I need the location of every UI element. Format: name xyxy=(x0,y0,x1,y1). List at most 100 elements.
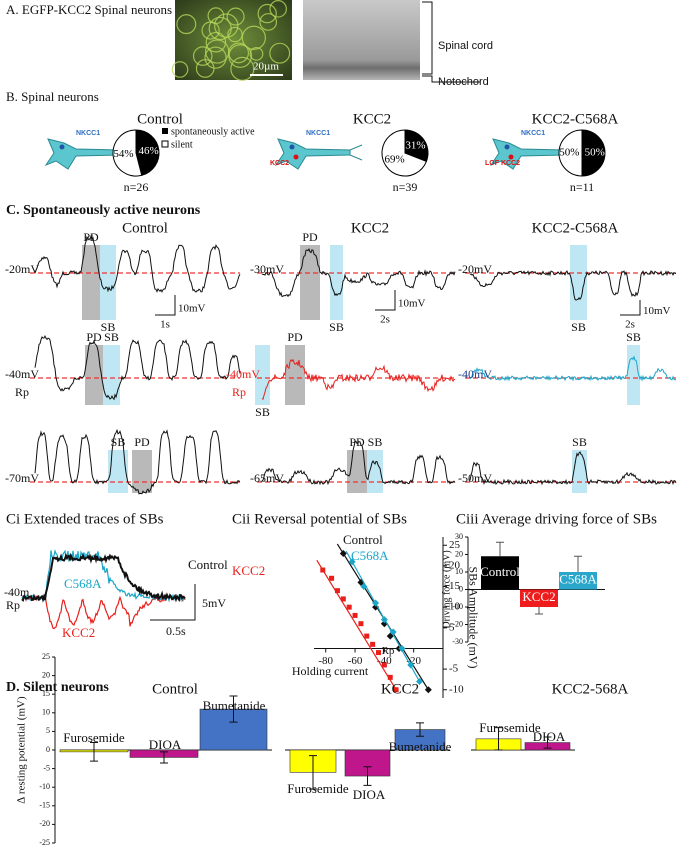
trace xyxy=(469,451,677,486)
pie-slice xyxy=(381,129,428,177)
group-title: KCC2-C568A xyxy=(532,111,619,127)
y-tick-label: 5 xyxy=(46,726,50,735)
y-tick-label: 20 xyxy=(42,670,50,679)
series-label: KCC2 xyxy=(62,625,95,640)
scale-bar xyxy=(375,290,396,311)
transporter-label: KCC2 xyxy=(270,160,289,167)
bar xyxy=(559,572,597,590)
sb-label: SB xyxy=(571,320,586,334)
sb-label: SB xyxy=(104,330,119,344)
cell-outline xyxy=(269,42,291,64)
scale-label: 0.5s xyxy=(166,624,186,638)
potential-label: -50mV xyxy=(458,471,492,485)
pie-label: 31% xyxy=(405,139,425,151)
trace xyxy=(21,594,186,630)
point xyxy=(348,558,356,566)
cell-outline xyxy=(192,46,213,66)
error-bar xyxy=(363,766,372,786)
potential-label: -20mV xyxy=(5,262,39,276)
scale-bar-label: 20µm xyxy=(253,61,279,73)
sb-label: SB xyxy=(329,320,344,334)
transporter xyxy=(289,144,295,150)
region-label: Notochord xyxy=(438,76,489,88)
panel-title: C. Spontaneously active neurons xyxy=(6,203,201,218)
bar-label: DIOA xyxy=(353,787,386,802)
sb-shade xyxy=(255,345,270,405)
bar-label: DIOA xyxy=(533,729,566,744)
bar xyxy=(481,556,519,590)
point xyxy=(389,628,397,636)
point xyxy=(360,583,368,591)
point xyxy=(339,550,347,558)
point xyxy=(407,661,415,669)
rp-label: Rp xyxy=(6,598,20,612)
sb-shade xyxy=(108,450,128,493)
point xyxy=(380,616,388,624)
cell-outline xyxy=(226,7,245,26)
y-tick-label: -5 xyxy=(449,663,459,675)
y-axis-label: Driving force (mV) xyxy=(441,550,452,628)
transporter xyxy=(508,154,514,160)
neuron-cartoon xyxy=(274,138,351,170)
pie-slice xyxy=(112,129,143,177)
point xyxy=(398,644,406,652)
y-tick-label: 25 xyxy=(449,539,461,551)
cell-outline xyxy=(249,46,264,61)
y-tick-label: 10 xyxy=(455,567,463,576)
pd-shade xyxy=(285,345,305,405)
panel-title: A. EGFP-KCC2 Spinal neurons xyxy=(6,2,172,17)
trace xyxy=(261,247,456,298)
transporter xyxy=(59,144,65,150)
potential-label: -30mV xyxy=(250,262,284,276)
pd-shade xyxy=(300,245,320,320)
y-tick-label: 20 xyxy=(449,559,461,571)
potential-label: -40mV xyxy=(226,367,260,381)
fit-line xyxy=(316,559,397,691)
pie-slice xyxy=(404,129,429,163)
legend-swatch xyxy=(161,140,169,148)
point xyxy=(416,677,424,685)
pie-slice xyxy=(558,129,583,177)
error-bar xyxy=(574,555,582,572)
legend-label: KCC2 xyxy=(232,563,265,578)
point xyxy=(381,662,387,668)
group-title: Control xyxy=(152,681,198,697)
n-label: n=11 xyxy=(570,180,594,194)
y-tick-label: 20 xyxy=(455,549,463,558)
group-title: KCC2 xyxy=(381,681,419,697)
bar-label: Bumetanide xyxy=(203,698,266,713)
cell-outline xyxy=(205,31,227,53)
sb-label: SB xyxy=(626,330,641,344)
cell-outline xyxy=(176,14,197,35)
trace xyxy=(34,234,241,293)
sb-shade xyxy=(627,345,640,405)
neuron-terminal xyxy=(349,144,363,161)
scale-label: 10mV xyxy=(398,298,426,310)
point xyxy=(424,686,432,694)
pd-label: PD xyxy=(302,230,318,244)
scale-label: 1s xyxy=(160,319,170,331)
pie-slice xyxy=(581,129,606,177)
bar-label: C568A xyxy=(559,572,597,587)
cell-outline xyxy=(205,39,230,64)
y-tick-label: -20 xyxy=(452,619,463,628)
pie-label: 46% xyxy=(138,145,158,157)
y-tick-label: -10 xyxy=(449,683,464,695)
bar xyxy=(520,589,558,607)
group-title: Control xyxy=(137,111,183,127)
n-label: n=26 xyxy=(124,180,149,194)
cell-outline xyxy=(269,0,287,18)
panel-title: Cii Reversal potential of SBs xyxy=(232,511,407,527)
y-tick-label: 0 xyxy=(46,745,50,754)
legend-label: C568A xyxy=(351,548,389,563)
panel-title: D. Silent neurons xyxy=(6,680,109,695)
bar-label: Bumetanide xyxy=(389,739,452,754)
y-tick-label: 10 xyxy=(449,601,461,613)
y-tick-label: 0 xyxy=(459,584,463,593)
rp-label: Rp xyxy=(382,645,395,657)
pd-label: PD xyxy=(86,330,102,344)
point xyxy=(372,599,380,607)
group-title: KCC2 xyxy=(353,111,391,127)
point xyxy=(358,621,364,627)
x-tick-label: -60 xyxy=(348,655,363,667)
